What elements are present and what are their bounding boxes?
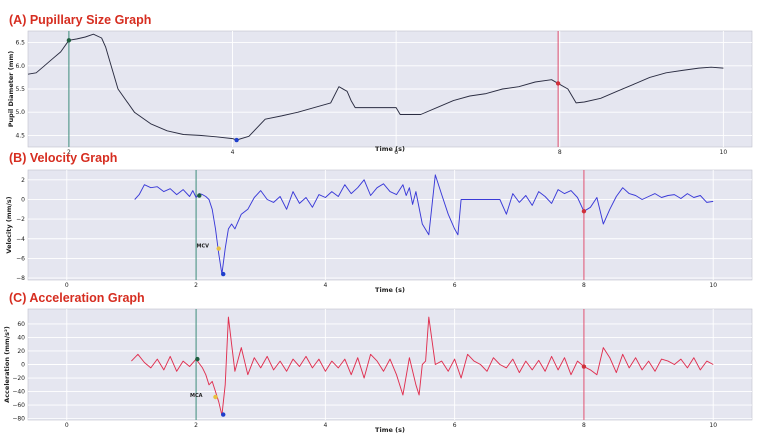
velocity-marker-point [581, 209, 587, 214]
velocity-series-line [134, 174, 714, 275]
acceleration-y-tick-label: 40 [17, 334, 25, 341]
acceleration-panel: (C) Acceleration Graph 0 2 4 6 8 10 −80 −60 −40 −2… [3, 291, 753, 434]
velocity-panel: (B) Velocity Graph 0 2 4 6 8 10 −8 −6 −4 −2 0 2 Time … [5, 151, 753, 294]
pupil-marker-point [234, 137, 239, 143]
acceleration-annotation-label: MCA [190, 393, 203, 399]
velocity-x-tick-label: 2 [194, 282, 198, 289]
pupil-y-tick-label: 5.0 [15, 109, 25, 116]
pupil-marker-point [66, 38, 72, 43]
acceleration-y-tick-label: −40 [12, 389, 25, 396]
pupil-y-tick-label: 6.0 [15, 63, 25, 70]
acceleration-chart-title: (C) Acceleration Graph [9, 291, 145, 305]
acceleration-y-tick-label: 20 [17, 348, 25, 355]
velocity-x-tick-label: 0 [65, 282, 69, 289]
velocity-x-tick-label: 6 [453, 282, 457, 289]
velocity-x-tick-label: 4 [323, 282, 327, 289]
pupil-panel: (A) Pupillary Size Graph 2 4 6 8 10 4.5 5.0 5.5 6… [7, 13, 753, 156]
pupil-x-tick-label: 4 [231, 149, 235, 156]
velocity-y-tick-label: −2 [16, 216, 25, 223]
pupil-series-line [27, 33, 724, 141]
acceleration-y-tick-label: −60 [12, 402, 25, 409]
velocity-y-axis-label: Velocity (mm/s) [5, 196, 13, 253]
velocity-y-tick-label: 0 [21, 196, 25, 203]
velocity-marker-point [216, 246, 221, 251]
pupil-x-tick-label: 10 [720, 149, 728, 156]
acceleration-x-tick-label: 0 [65, 422, 69, 429]
acceleration-x-tick-label: 2 [194, 422, 198, 429]
velocity-x-tick-label: 10 [709, 282, 717, 289]
acceleration-y-tick-label: 60 [17, 321, 25, 328]
velocity-y-tick-label: −4 [16, 236, 25, 243]
pupil-y-axis-label: Pupil Diameter (mm) [7, 51, 15, 127]
velocity-marker-point [221, 271, 226, 277]
pupil-x-tick-label: 6 [394, 149, 398, 156]
pupil-x-axis-label: Time (s) [375, 145, 405, 153]
pupil-chart-title: (A) Pupillary Size Graph [9, 13, 151, 27]
acceleration-x-axis-label: Time (s) [375, 426, 405, 434]
pupil-y-tick-label: 6.5 [15, 40, 25, 47]
velocity-annotation-label: MCV [196, 244, 209, 250]
pupil-y-tick-label: 5.5 [15, 86, 25, 93]
acceleration-x-tick-label: 8 [582, 422, 586, 429]
velocity-y-tick-label: 2 [21, 177, 25, 184]
acceleration-y-tick-label: −80 [12, 416, 25, 423]
velocity-marker-point [197, 193, 202, 198]
acceleration-x-tick-label: 10 [709, 422, 717, 429]
acceleration-marker-point [195, 356, 200, 362]
velocity-x-tick-label: 8 [582, 282, 586, 289]
acceleration-y-tick-label: 0 [21, 362, 25, 369]
acceleration-series-line [131, 316, 714, 416]
pupil-x-tick-label: 8 [558, 149, 562, 156]
acceleration-marker-point [213, 394, 218, 400]
acceleration-y-tick-label: −20 [12, 375, 25, 382]
acceleration-marker-point [581, 364, 587, 369]
acceleration-y-axis-label: Acceleration (mm/s²) [3, 326, 11, 403]
velocity-chart-title: (B) Velocity Graph [9, 151, 117, 165]
pupil-marker-point [555, 81, 561, 86]
acceleration-x-tick-label: 6 [453, 422, 457, 429]
velocity-x-axis-label: Time (s) [375, 286, 405, 294]
velocity-y-tick-label: −6 [16, 255, 25, 262]
acceleration-x-tick-label: 4 [323, 422, 327, 429]
pupil-x-tick-label: 2 [67, 149, 71, 156]
velocity-y-tick-label: −8 [16, 275, 25, 282]
acceleration-marker-point [221, 412, 226, 417]
pupil-y-tick-label: 4.5 [15, 132, 25, 139]
velocity-plot-area [27, 169, 753, 281]
